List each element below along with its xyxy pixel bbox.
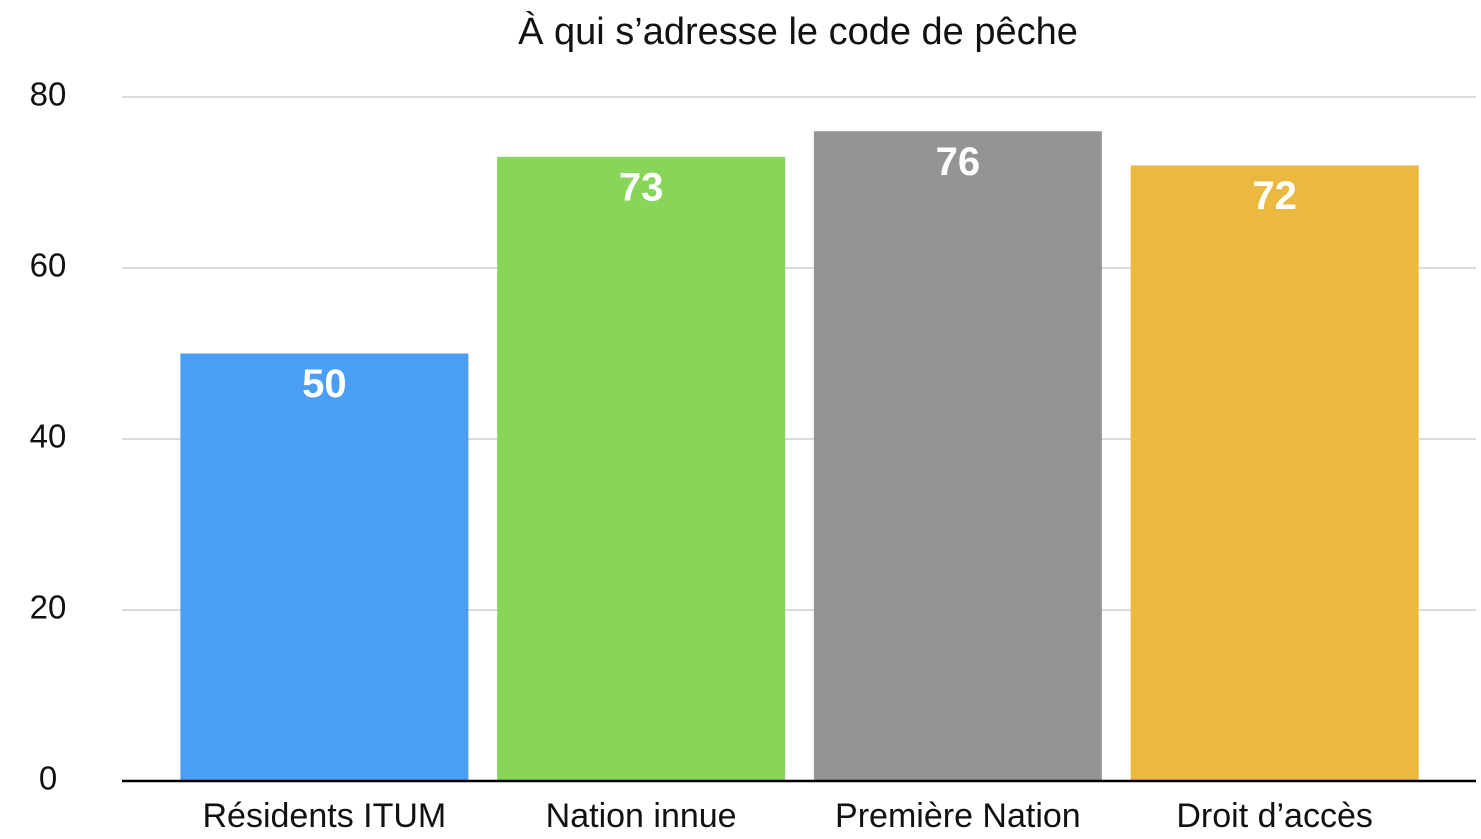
y-tick-label: 40 [30,418,67,455]
bar [497,156,786,782]
x-tick-label: Première Nation [835,797,1081,835]
bar [1130,165,1419,781]
value-label: 76 [936,140,981,184]
value-label: 73 [619,165,664,209]
y-tick-label: 80 [30,76,67,113]
y-tick-label: 60 [30,247,67,284]
value-label: 72 [1252,174,1297,218]
x-tick-label: Nation innue [546,797,737,835]
bar [180,353,469,781]
x-tick-label: Droit d’accès [1176,797,1373,835]
bar [813,131,1102,781]
y-tick-label: 0 [39,760,57,797]
value-label: 50 [302,362,347,406]
y-tick-label: 20 [30,589,67,626]
chart-title: À qui s’adresse le code de pêche [518,10,1078,53]
x-tick-label: Résidents ITUM [203,797,447,835]
